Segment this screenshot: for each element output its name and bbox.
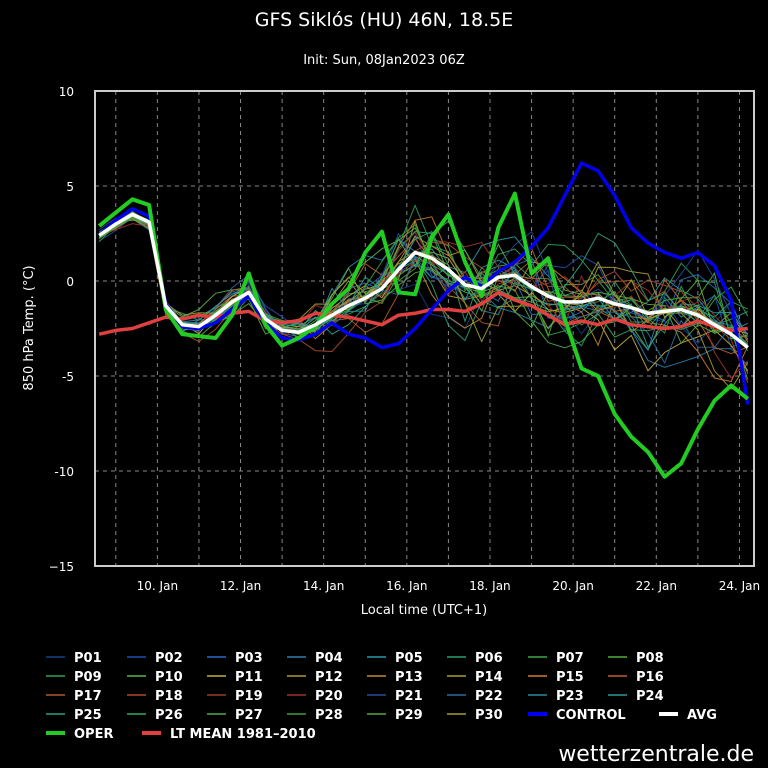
credit-label: wetterzentrale.de	[558, 742, 754, 767]
legend-label: P02	[155, 651, 183, 666]
x-tick-label: 16. Jan	[386, 579, 427, 593]
y-axis-label: 850 hPa Temp. (°C)	[22, 265, 37, 390]
y-tick-label: -5	[62, 370, 74, 384]
legend-label: P08	[636, 651, 664, 666]
legend-label: P24	[636, 689, 664, 704]
legend-label: P15	[556, 670, 584, 685]
legend-label: P11	[235, 670, 263, 685]
legend-label: P07	[556, 651, 584, 666]
legend-label: P13	[395, 670, 423, 685]
x-tick-label: 22. Jan	[636, 579, 677, 593]
legend-label: AVG	[687, 708, 717, 723]
legend-label: P03	[235, 651, 263, 666]
main-series	[97, 161, 750, 479]
x-tick-label: 24. Jan	[719, 579, 760, 593]
legend-label: P17	[74, 689, 102, 704]
legend-label: P19	[235, 689, 263, 704]
x-tick-label: 12. Jan	[220, 579, 261, 593]
legend-label: P26	[155, 708, 183, 723]
legend-label: P18	[155, 689, 183, 704]
legend-label: P28	[315, 708, 343, 723]
legend-label: LT MEAN 1981–2010	[170, 727, 316, 742]
y-tick-label: -10	[54, 465, 74, 479]
legend-label: OPER	[74, 727, 113, 742]
x-tick-label: 10. Jan	[137, 579, 178, 593]
axis-ticks: 10 5 0 -5 -10 −15 10. Jan 12. Jan 14. Jan 16. Jan…	[49, 85, 760, 593]
plot-frame	[94, 90, 755, 567]
chart-title: GFS Siklós (HU) 46N, 18.5E	[255, 9, 513, 31]
chart-subtitle: Init: Sun, 08Jan2023 06Z	[303, 53, 465, 68]
y-tick-label: −15	[49, 560, 74, 574]
y-tick-label: 5	[66, 180, 74, 194]
legend-label: P04	[315, 651, 343, 666]
legend-label: P29	[395, 708, 423, 723]
legend-label: P22	[475, 689, 503, 704]
x-tick-label: 20. Jan	[552, 579, 593, 593]
grid	[95, 91, 754, 566]
legend-label: P09	[74, 670, 102, 685]
legend: P01 P02 P03 P04 P05 P06 P07 P08 P09 P10 P11 P12 P13 P…	[46, 651, 717, 742]
legend-label: P27	[235, 708, 263, 723]
legend-label: P20	[315, 689, 343, 704]
legend-label: P01	[74, 651, 102, 666]
ensemble-members	[98, 204, 749, 390]
legend-label: P10	[155, 670, 183, 685]
y-tick-label: 0	[66, 275, 74, 289]
x-axis-label: Local time (UTC+1)	[361, 603, 487, 618]
x-tick-label: 18. Jan	[469, 579, 510, 593]
legend-label: CONTROL	[556, 708, 626, 723]
legend-label: P16	[636, 670, 664, 685]
legend-label: P21	[395, 689, 423, 704]
x-tick-label: 14. Jan	[303, 579, 344, 593]
series-line-p30	[98, 211, 748, 343]
legend-label: P05	[395, 651, 423, 666]
legend-label: P23	[556, 689, 584, 704]
legend-label: P25	[74, 708, 102, 723]
series-line-p12	[98, 217, 749, 374]
series-line-control	[98, 161, 750, 405]
series-line-oper	[97, 191, 750, 479]
legend-label: P06	[475, 651, 503, 666]
series-line-avg	[98, 212, 749, 349]
series-line-ltmean	[98, 290, 748, 336]
series-line-p11	[98, 215, 749, 372]
legend-label: P12	[315, 670, 343, 685]
legend-label: P14	[475, 670, 503, 685]
y-tick-label: 10	[59, 85, 74, 99]
legend-label: P30	[475, 708, 503, 723]
